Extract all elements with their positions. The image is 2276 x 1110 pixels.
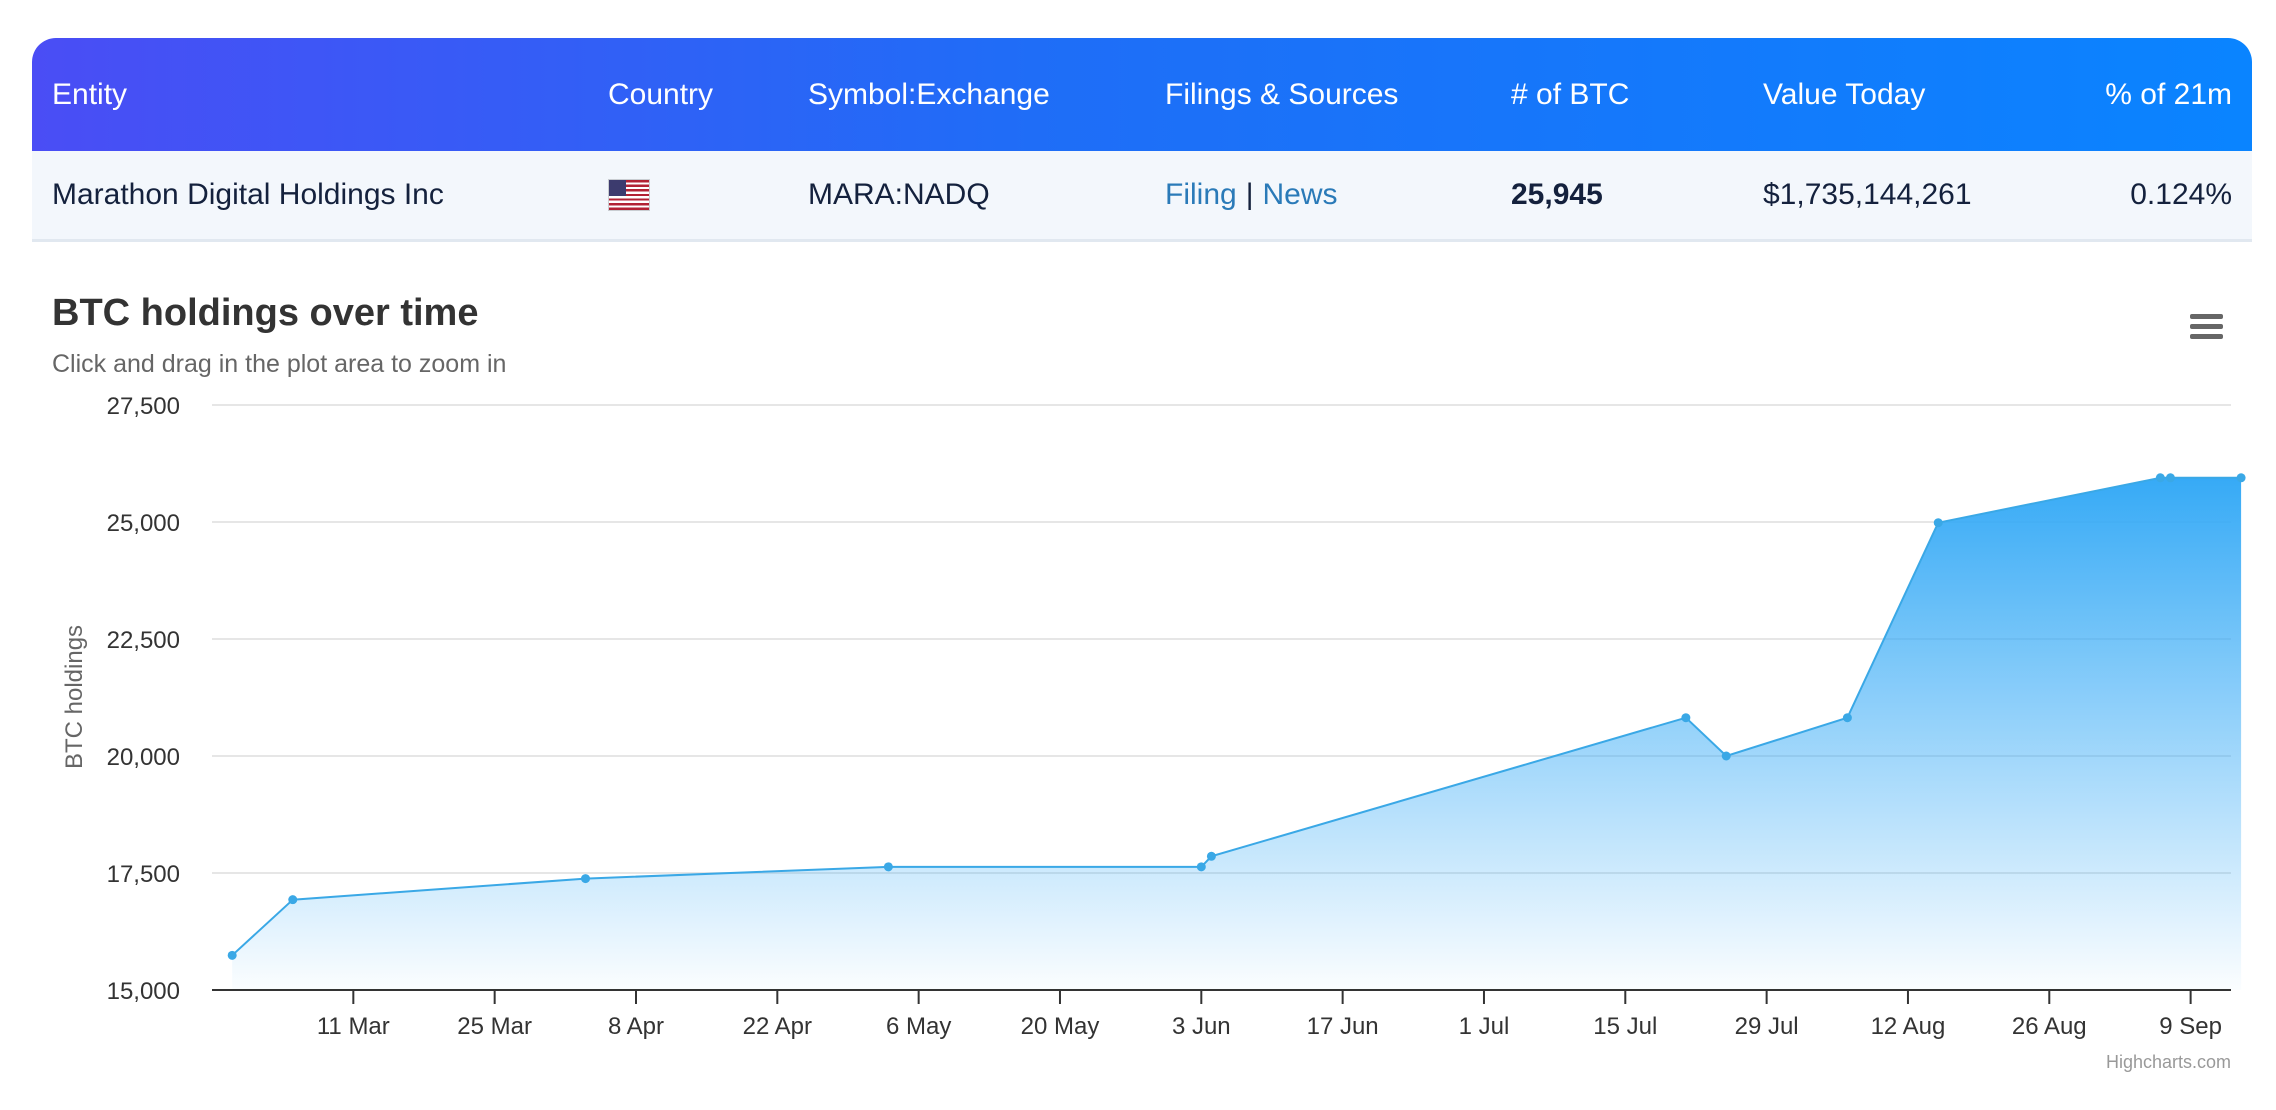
- header-symbol[interactable]: Symbol:Exchange: [808, 77, 1050, 111]
- data-point[interactable]: [1681, 713, 1691, 723]
- data-point[interactable]: [1933, 518, 1943, 528]
- x-tick-label: 25 Mar: [457, 1013, 532, 1040]
- x-tick-label: 9 Sep: [2159, 1013, 2222, 1040]
- y-tick-label: 25,000: [107, 510, 180, 537]
- y-tick-label: 15,000: [107, 978, 180, 1005]
- x-tick-label: 8 Apr: [608, 1013, 664, 1040]
- highcharts-credits[interactable]: Highcharts.com: [2105, 1052, 2231, 1072]
- header-entity[interactable]: Entity: [52, 77, 128, 111]
- x-tick-label: 1 Jul: [1459, 1013, 1510, 1040]
- link-separator: |: [1245, 178, 1254, 211]
- chart-subtitle: Click and drag in the plot area to zoom …: [52, 350, 507, 378]
- news-link[interactable]: News: [1262, 178, 1338, 211]
- hamburger-menu-icon[interactable]: [2180, 306, 2232, 348]
- x-tick-label: 12 Aug: [1871, 1013, 1946, 1040]
- x-tick-label: 6 May: [886, 1013, 951, 1040]
- y-tick-label: 20,000: [107, 744, 180, 771]
- data-point[interactable]: [581, 874, 591, 884]
- x-tick-label: 15 Jul: [1593, 1013, 1657, 1040]
- percent-of-21m: 0.124%: [2130, 178, 2232, 211]
- table-row: Marathon Digital Holdings Inc MARA:NADQ …: [32, 151, 2252, 242]
- data-point[interactable]: [2236, 473, 2246, 483]
- data-point[interactable]: [1196, 862, 1206, 872]
- data-point[interactable]: [1842, 713, 1852, 723]
- filing-link[interactable]: Filing: [1165, 178, 1237, 211]
- entity-name: Marathon Digital Holdings Inc: [52, 178, 444, 211]
- btc-count: 25,945: [1511, 178, 1603, 211]
- data-point[interactable]: [227, 950, 237, 960]
- y-tick-label: 27,500: [107, 393, 180, 420]
- holdings-table: Entity Country Symbol:Exchange Filings &…: [32, 38, 2252, 242]
- data-point[interactable]: [1206, 851, 1216, 861]
- x-tick-label: 29 Jul: [1735, 1013, 1799, 1040]
- y-tick-label: 17,500: [107, 861, 180, 888]
- x-tick-label: 11 Mar: [317, 1013, 390, 1040]
- symbol-exchange: MARA:NADQ: [808, 178, 990, 211]
- header-btc[interactable]: # of BTC: [1511, 77, 1630, 111]
- x-tick-label: 3 Jun: [1172, 1013, 1231, 1040]
- data-point[interactable]: [2165, 473, 2175, 483]
- header-country[interactable]: Country: [608, 77, 714, 111]
- us-flag-icon: [608, 179, 650, 211]
- x-tick-label: 22 Apr: [743, 1013, 812, 1040]
- x-tick-label: 20 May: [1021, 1013, 1100, 1040]
- data-point[interactable]: [883, 862, 893, 872]
- x-tick-label: 26 Aug: [2012, 1013, 2087, 1040]
- series-area-fill: [232, 477, 2242, 990]
- data-point[interactable]: [2155, 473, 2165, 483]
- data-point[interactable]: [1721, 751, 1731, 761]
- chart-title: BTC holdings over time: [52, 292, 479, 334]
- x-tick-label: 17 Jun: [1307, 1013, 1379, 1040]
- header-filings[interactable]: Filings & Sources: [1165, 77, 1399, 111]
- header-value[interactable]: Value Today: [1763, 77, 1926, 111]
- table-header: Entity Country Symbol:Exchange Filings &…: [32, 38, 2252, 151]
- y-axis-title: BTC holdings: [61, 625, 88, 769]
- y-tick-label: 22,500: [107, 627, 180, 654]
- header-pct[interactable]: % of 21m: [2105, 77, 2232, 111]
- data-point[interactable]: [288, 895, 298, 905]
- value-today: $1,735,144,261: [1763, 178, 1972, 211]
